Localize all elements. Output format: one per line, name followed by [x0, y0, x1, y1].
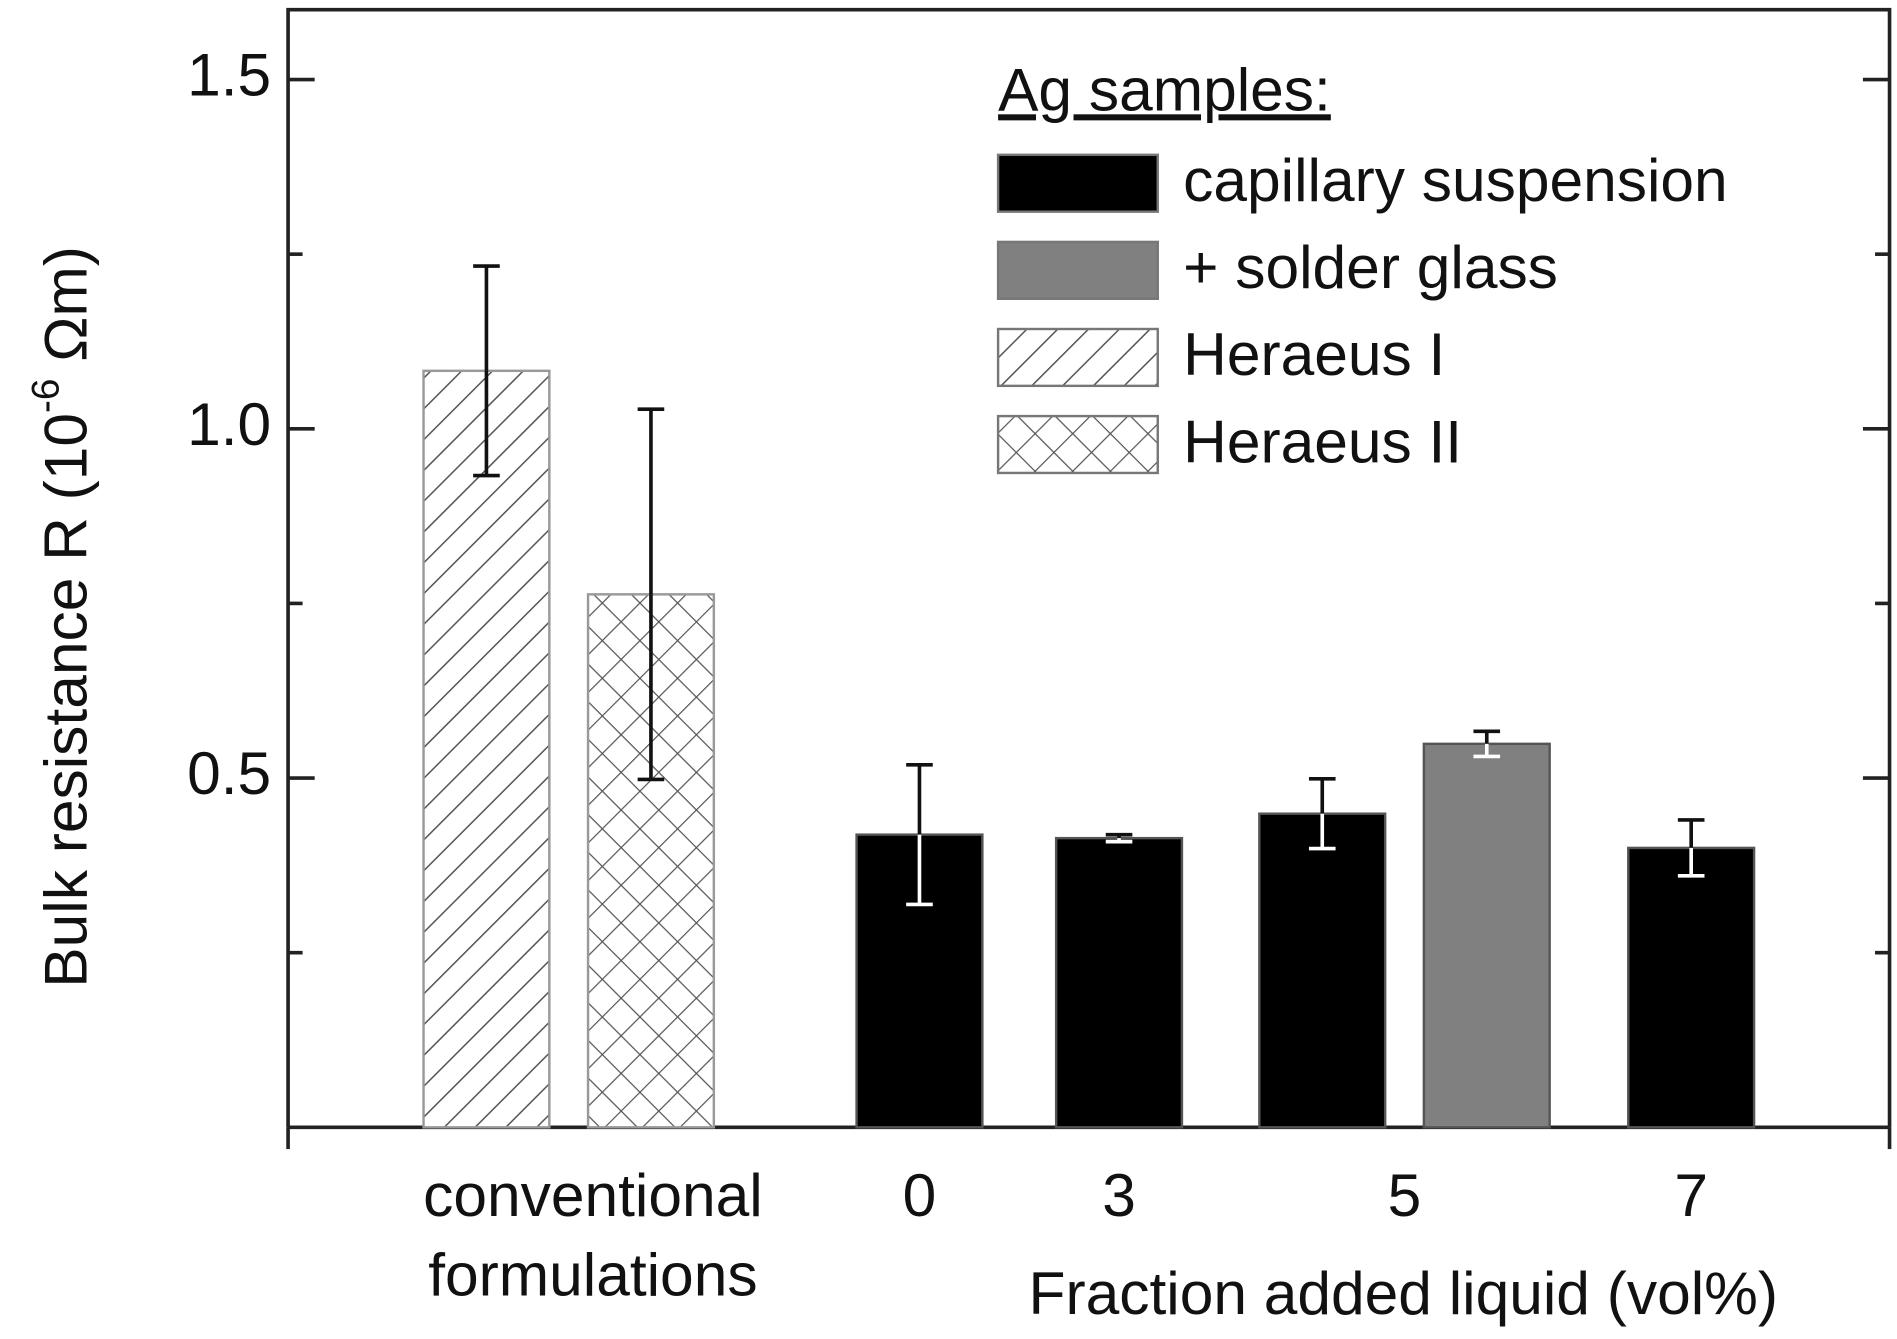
- x-tick-label: 3: [1102, 1161, 1136, 1229]
- y-tick-label: 0.5: [187, 739, 271, 807]
- legend-label: Heraeus I: [1183, 320, 1445, 388]
- legend-label: capillary suspension: [1183, 146, 1728, 214]
- bar: [1258, 812, 1387, 1129]
- bar: [1422, 742, 1551, 1129]
- plot-frame: [286, 7, 1892, 1128]
- legend-swatch: [996, 327, 1159, 388]
- legend-label: + solder glass: [1183, 233, 1558, 301]
- legend-swatch: [996, 153, 1159, 213]
- legend-swatch: [996, 414, 1159, 475]
- y-label-text: Bulk resistance R (10: [31, 413, 99, 988]
- y-tick-label: 1.5: [187, 40, 271, 108]
- y-label-unit: Ωm): [31, 246, 99, 379]
- x-axis-label: Fraction added liquid (vol%): [1029, 1259, 1779, 1327]
- legend-label: Heraeus II: [1183, 407, 1462, 475]
- y-tick-label: 1.0: [187, 390, 271, 458]
- x-tick-label: 0: [903, 1161, 937, 1229]
- bar: [422, 369, 551, 1129]
- y-label-exponent: -6: [25, 379, 68, 413]
- x-tick-label: conventional: [423, 1161, 763, 1229]
- y-axis-label: Bulk resistance R (10-6 Ωm): [25, 246, 100, 988]
- legend-swatch: [996, 240, 1159, 300]
- legend-title: Ag samples:: [998, 55, 1331, 123]
- x-tick-label: 5: [1388, 1161, 1422, 1229]
- x-tick-label: 7: [1674, 1161, 1708, 1229]
- bar: [1627, 846, 1756, 1129]
- x-tick-label: formulations: [428, 1241, 757, 1309]
- bar: [1054, 836, 1184, 1129]
